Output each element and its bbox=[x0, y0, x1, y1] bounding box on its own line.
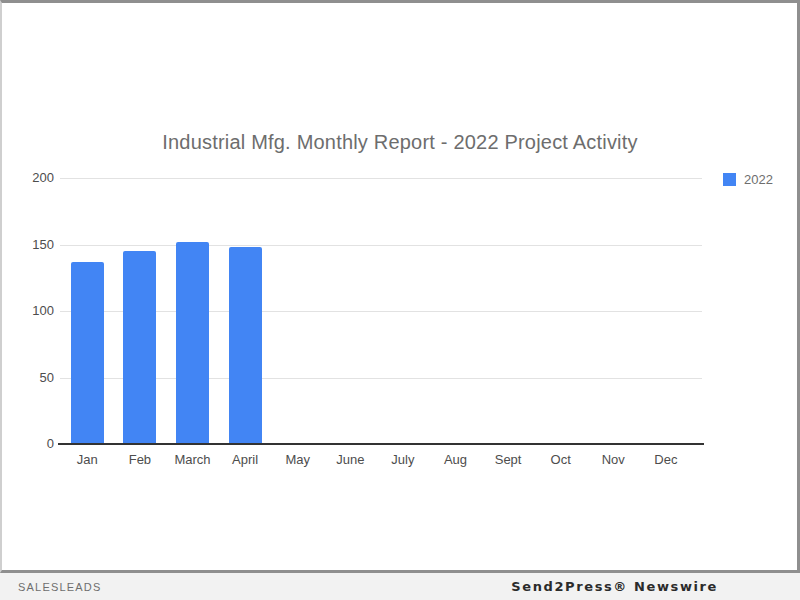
chart-inner: Industrial Mfg. Monthly Report - 2022 Pr… bbox=[0, 0, 800, 573]
y-axis-label: 200 bbox=[0, 170, 54, 185]
footer-brand-send2press: Send2Press® Newswire bbox=[511, 579, 718, 594]
x-axis-baseline bbox=[58, 443, 704, 445]
bar-april bbox=[229, 247, 262, 444]
gridline bbox=[60, 311, 702, 312]
footer: SALESLEADS Send2Press® Newswire bbox=[0, 573, 800, 600]
y-axis-label: 50 bbox=[0, 370, 54, 385]
gridline bbox=[60, 245, 702, 246]
legend-label: 2022 bbox=[744, 172, 773, 187]
bar-jan bbox=[71, 262, 104, 444]
chart-card: Industrial Mfg. Monthly Report - 2022 Pr… bbox=[0, 0, 800, 573]
gridline bbox=[60, 378, 702, 379]
bar-march bbox=[176, 242, 209, 444]
bar-feb bbox=[123, 251, 156, 444]
x-axis-label: Dec bbox=[634, 452, 698, 467]
legend: 2022 bbox=[723, 172, 773, 187]
y-axis-label: 100 bbox=[0, 303, 54, 318]
y-axis-label: 0 bbox=[0, 436, 54, 451]
gridline bbox=[60, 178, 702, 179]
legend-swatch-icon bbox=[723, 173, 736, 186]
y-axis-label: 150 bbox=[0, 237, 54, 252]
plot-area: 050100150200JanFebMarchAprilMayJuneJulyA… bbox=[0, 0, 800, 573]
footer-brand-salesleads: SALESLEADS bbox=[18, 581, 102, 593]
